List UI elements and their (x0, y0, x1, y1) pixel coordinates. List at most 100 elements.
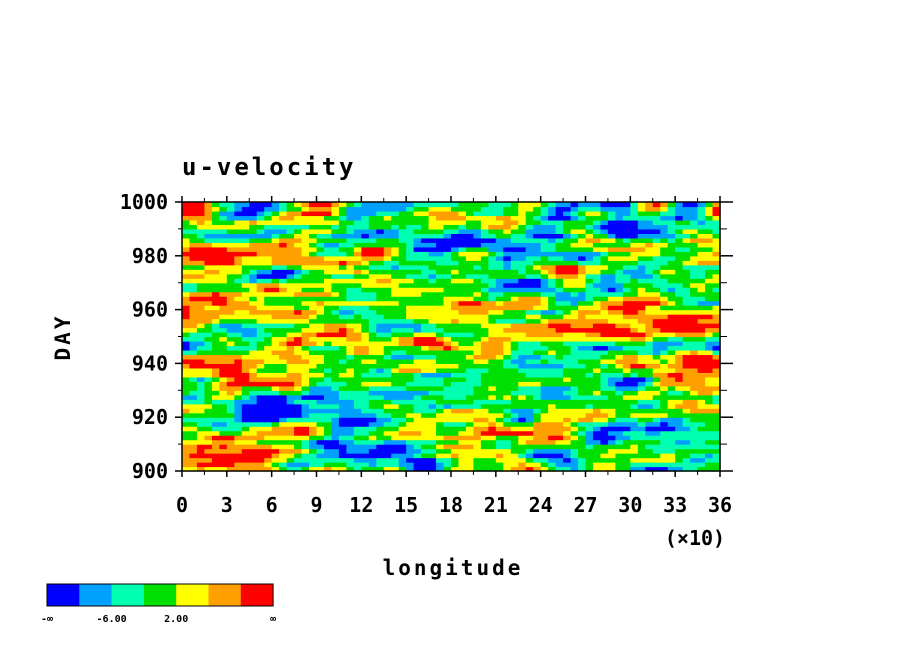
heatmap-cell (279, 246, 288, 252)
heatmap-cell (226, 219, 235, 226)
heatmap-cell (443, 444, 452, 450)
heatmap-cell (585, 242, 594, 248)
heatmap-cell (570, 340, 579, 347)
heatmap-cell (196, 255, 206, 261)
heatmap-cell (204, 408, 213, 414)
heatmap-cell (495, 412, 504, 418)
heatmap-cell (323, 453, 333, 459)
heatmap-cell (406, 430, 415, 436)
heatmap-cell (346, 439, 355, 445)
heatmap-cell (660, 336, 669, 342)
heatmap-cell (660, 466, 669, 472)
heatmap-cell (346, 273, 355, 279)
heatmap-cell (428, 278, 437, 284)
heatmap-cell (510, 376, 519, 382)
heatmap-cell (705, 394, 714, 400)
heatmap-cell (592, 206, 602, 212)
heatmap-cell (256, 219, 265, 226)
heatmap-cell (264, 228, 273, 234)
heatmap-cell (548, 242, 557, 248)
heatmap-cell (279, 273, 288, 279)
heatmap-cell (615, 448, 624, 454)
heatmap-cell (189, 228, 198, 234)
heatmap-cell (570, 430, 579, 436)
heatmap-cell (630, 269, 639, 275)
heatmap-cell (637, 385, 646, 391)
heatmap-cell (316, 457, 325, 463)
heatmap-cell (376, 246, 385, 252)
heatmap-cell (548, 309, 557, 315)
heatmap-cell (383, 246, 392, 252)
heatmap-cell (294, 219, 303, 226)
heatmap-cell (249, 358, 258, 364)
heatmap-cell (279, 264, 288, 270)
heatmap-cell (548, 336, 557, 342)
heatmap-cell (645, 332, 654, 338)
heatmap-cell (705, 385, 714, 391)
heatmap-cell (294, 287, 303, 293)
heatmap-cell (271, 435, 280, 441)
heatmap-cell (510, 403, 519, 409)
heatmap-cell (264, 224, 273, 230)
heatmap-cell (697, 444, 706, 450)
heatmap-cell (368, 215, 377, 221)
heatmap-cell (316, 219, 325, 226)
heatmap-cell (518, 421, 527, 427)
heatmap-cell (622, 399, 631, 405)
heatmap-cell (637, 264, 646, 270)
heatmap-cell (189, 345, 198, 351)
heatmap-cell (182, 394, 191, 400)
heatmap-cell (309, 246, 318, 252)
heatmap-cell (361, 296, 370, 302)
heatmap-cell (256, 323, 265, 329)
heatmap-cell (421, 453, 430, 459)
heatmap-cell (443, 251, 452, 257)
heatmap-cell (488, 399, 497, 405)
heatmap-cell (436, 296, 445, 302)
heatmap-cell (368, 242, 377, 248)
heatmap-cell (533, 287, 542, 293)
heatmap-cell (495, 354, 504, 360)
heatmap-cell (533, 444, 542, 450)
heatmap-cell (309, 260, 318, 266)
heatmap-cell (271, 336, 280, 342)
heatmap-cell (211, 309, 220, 315)
heatmap-cell (473, 332, 482, 338)
heatmap-cell (279, 430, 288, 436)
heatmap-cell (391, 390, 400, 396)
heatmap-cell (301, 219, 310, 226)
heatmap-cell (428, 206, 437, 212)
heatmap-cell (294, 385, 303, 391)
heatmap-cell (406, 327, 415, 333)
heatmap-cell (548, 264, 557, 270)
heatmap-cell (406, 448, 415, 454)
heatmap-cell (518, 435, 527, 441)
heatmap-cell (540, 390, 549, 396)
heatmap-cell (660, 255, 669, 261)
heatmap-cell (301, 466, 310, 472)
heatmap-cell (660, 202, 669, 208)
heatmap-cell (682, 332, 691, 338)
heatmap-cell (712, 457, 721, 463)
y-tick-label: 980 (132, 244, 168, 268)
heatmap-cell (256, 412, 265, 418)
heatmap-cell (495, 367, 504, 373)
heatmap-cell (600, 376, 609, 382)
heatmap-cell (495, 202, 504, 208)
heatmap-cell (241, 448, 250, 454)
heatmap-cell (361, 309, 370, 315)
heatmap-cell (182, 457, 191, 463)
heatmap-cell (436, 202, 445, 208)
heatmap-cell (383, 381, 392, 387)
heatmap-cell (368, 300, 377, 306)
heatmap-cell (697, 228, 706, 234)
heatmap-cell (697, 381, 706, 387)
heatmap-cell (503, 309, 512, 315)
heatmap-cell (525, 206, 534, 212)
heatmap-cell (413, 309, 422, 315)
heatmap-cell (241, 269, 250, 275)
heatmap-cell (600, 287, 609, 293)
heatmap-cell (376, 399, 385, 405)
heatmap-cell (271, 314, 280, 320)
heatmap-cell (533, 255, 542, 261)
